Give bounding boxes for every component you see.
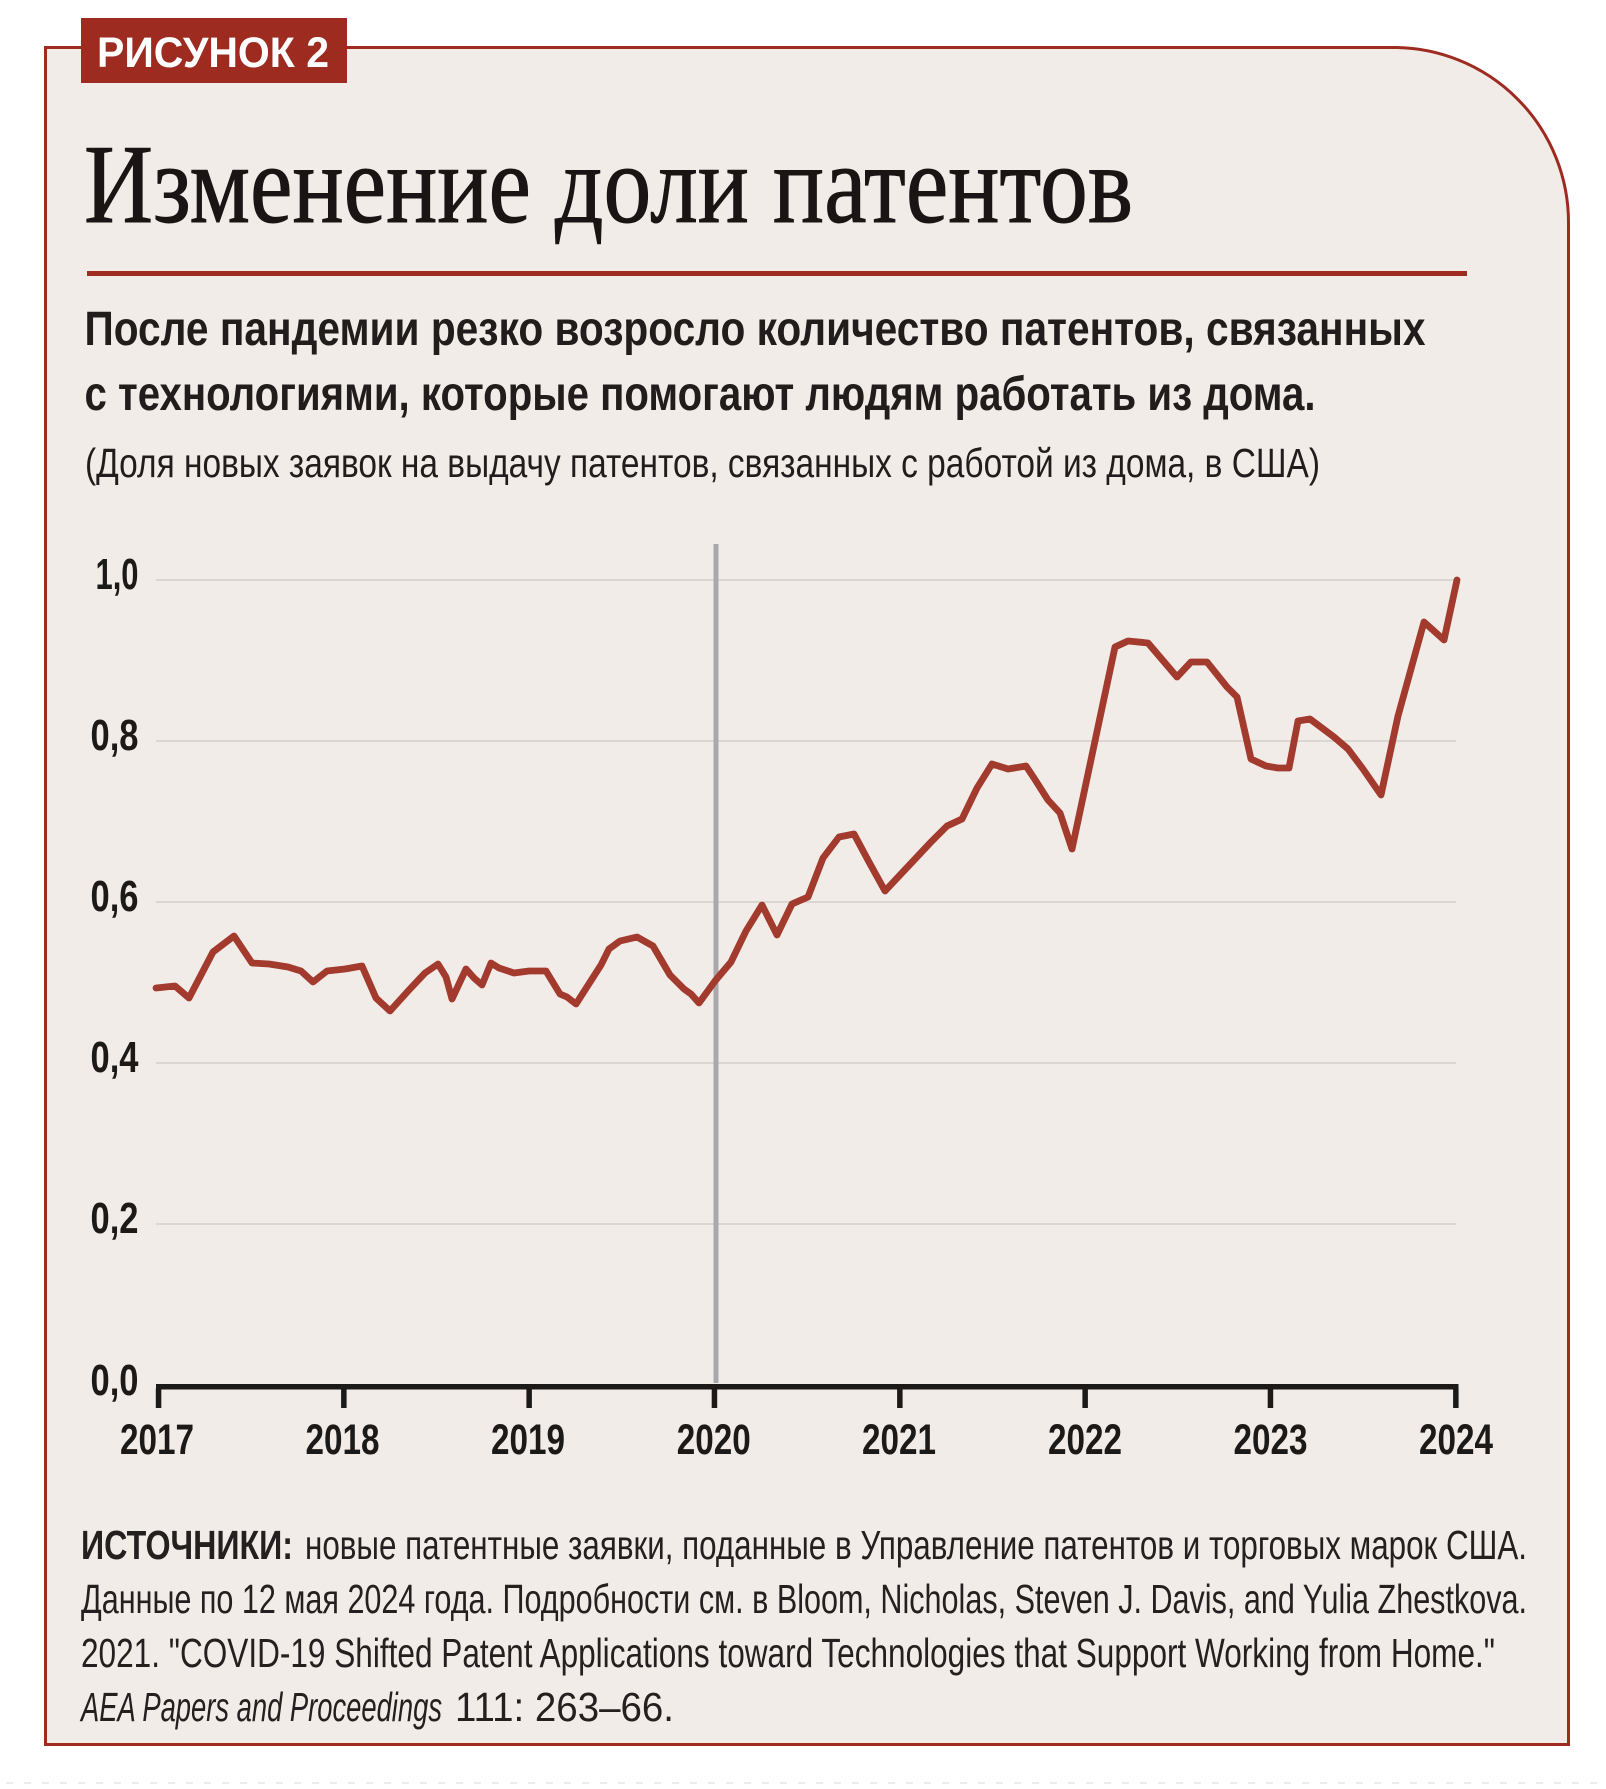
svg-text:1,0: 1,0 [96,550,139,599]
svg-text:2022: 2022 [1048,1417,1122,1464]
svg-text:AEA Papers and Proceedings: AEA Papers and Proceedings [79,1684,442,1730]
svg-text:111: 263–66.: 111: 263–66. [455,1684,674,1730]
svg-text:После пандемии резко возросло: После пандемии резко возросло количество… [85,303,1426,356]
svg-text:2021: 2021 [862,1417,936,1464]
svg-text:0,2: 0,2 [91,1194,139,1243]
svg-text:(Доля новых заявок на выдачу п: (Доля новых заявок на выдачу патентов, с… [85,440,1320,486]
svg-text:с технологиями, которые помога: с технологиями, которые помогают людям р… [85,368,1316,421]
svg-text:2021. "COVID-19 Shifted Patent: 2021. "COVID-19 Shifted Patent Applicati… [81,1630,1495,1676]
svg-text:2020: 2020 [677,1417,751,1464]
svg-text:2017: 2017 [120,1417,194,1464]
svg-text:2023: 2023 [1234,1417,1308,1464]
svg-text:новые патентные заявки, поданн: новые патентные заявки, поданные в Управ… [305,1522,1527,1568]
svg-text:0,4: 0,4 [91,1033,139,1082]
svg-text:0,8: 0,8 [91,711,139,760]
svg-text:ИСТОЧНИКИ:: ИСТОЧНИКИ: [81,1522,293,1568]
svg-text:РИСУНОК 2: РИСУНОК 2 [97,30,329,77]
svg-text:2024: 2024 [1419,1417,1493,1464]
svg-text:0,6: 0,6 [91,872,139,921]
svg-text:Данные по 12 мая 2024 года. По: Данные по 12 мая 2024 года. Подробности … [81,1576,1527,1622]
svg-text:0,0: 0,0 [91,1356,139,1405]
svg-text:Изменение доли патентов: Изменение доли патентов [84,123,1133,247]
svg-text:2018: 2018 [306,1417,380,1464]
svg-text:2019: 2019 [491,1417,565,1464]
